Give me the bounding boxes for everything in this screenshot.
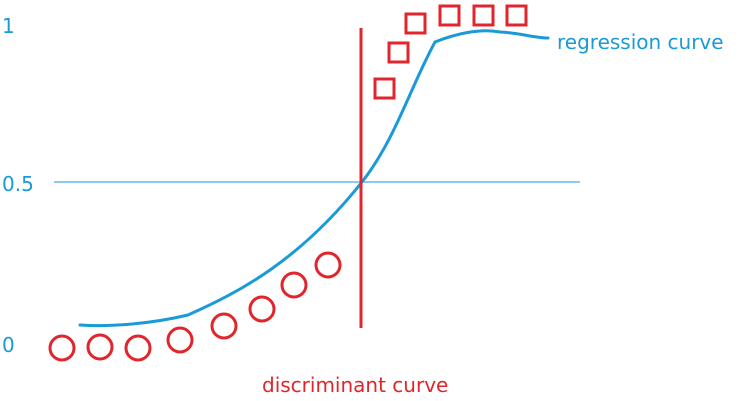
discriminant-curve-label: discriminant curve	[262, 373, 448, 397]
class-1-marker	[404, 12, 427, 35]
class-1-marker	[438, 4, 461, 27]
class-0-marker	[166, 326, 194, 354]
y-tick-0-5: 0.5	[2, 172, 34, 196]
class-0-marker	[124, 334, 152, 362]
class-0-marker	[314, 251, 342, 279]
class-1-marker	[373, 77, 396, 100]
regression-curve-label: regression curve	[557, 30, 724, 54]
class-0-marker	[280, 271, 308, 299]
class-1-marker	[505, 4, 528, 27]
y-tick-0: 0	[2, 333, 15, 357]
class-0-marker	[248, 295, 276, 323]
class-0-marker	[210, 312, 238, 340]
regression-curve	[78, 29, 550, 328]
class-0-marker	[48, 334, 76, 362]
class-1-markers	[373, 4, 528, 100]
class-0-markers	[48, 251, 342, 362]
class-0-marker	[86, 333, 114, 361]
class-1-marker	[472, 4, 495, 27]
y-tick-1: 1	[2, 14, 15, 38]
class-1-marker	[387, 41, 410, 64]
